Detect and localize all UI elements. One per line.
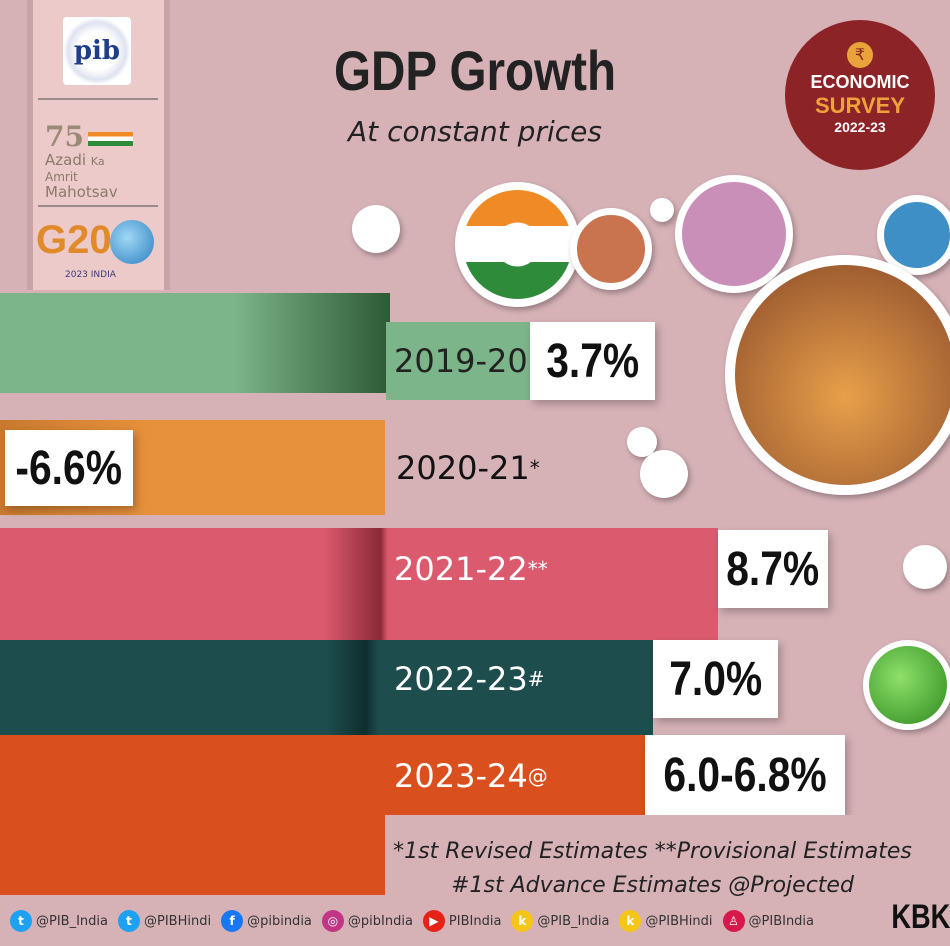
footnote-marker: # xyxy=(527,667,545,691)
social-link[interactable]: ◎ @pibIndia xyxy=(321,910,413,932)
year-label: 2021-22 ** xyxy=(386,530,548,608)
logo-text: Azadi xyxy=(45,151,87,169)
badge-line: SURVEY xyxy=(814,93,906,118)
footnote-line: *1st Revised Estimates **Provisional Est… xyxy=(393,839,912,864)
value-label: -6.6% xyxy=(5,430,133,506)
logo-text: Ka xyxy=(90,155,105,168)
social-handle: @PIB_India xyxy=(36,913,108,929)
bar-2021-22 xyxy=(0,528,718,640)
footnote-background xyxy=(385,815,950,900)
year-text: 2020-21 xyxy=(396,449,530,487)
twitter-icon: t xyxy=(10,910,32,932)
india-flag-bubble xyxy=(455,182,580,307)
instagram-icon: ◎ xyxy=(321,910,344,932)
year-text: 2022-23 xyxy=(394,660,528,698)
bar-2019-20 xyxy=(0,293,390,393)
year-text: 2021-22 xyxy=(394,550,528,588)
footnote-line: #1st Advance Estimates @Projected xyxy=(451,873,854,898)
azadi-ka-amrit-mahotsav-logo: 75 Azadi Ka Amrit Mahotsav xyxy=(45,120,155,200)
divider xyxy=(38,205,158,207)
logo-text: Amrit xyxy=(45,170,78,184)
g20-logo: G20 xyxy=(36,218,112,262)
globe-icon xyxy=(110,220,154,264)
bubble xyxy=(570,208,652,290)
youtube-icon: ▶ xyxy=(422,910,445,932)
bubble xyxy=(640,450,688,498)
koo-icon: k xyxy=(511,910,534,932)
year-text: 2023-24 xyxy=(394,757,528,795)
sharechat-icon: ♙ xyxy=(722,910,745,932)
value-label: 6.0-6.8% xyxy=(645,735,845,815)
social-link[interactable]: ♙ @PIBIndia xyxy=(722,910,815,932)
infrastructure-map-bubble xyxy=(725,255,950,495)
footnote-marker: * xyxy=(529,456,540,480)
pib-logo: pib xyxy=(63,17,131,85)
page-title: GDP Growth xyxy=(333,39,617,102)
year-text: 2019-20 xyxy=(394,342,528,380)
credit: KBK xyxy=(891,898,950,936)
social-footer: t @PIB_India t @PIBHindi f @pibindia ◎ @pibIndi… xyxy=(10,903,814,939)
year-label: 2019-20 xyxy=(386,322,531,400)
social-handle: @PIBIndia xyxy=(748,913,815,929)
social-link[interactable]: k @PIB_India xyxy=(511,910,609,932)
value-label: 8.7% xyxy=(718,530,828,608)
year-label: 2022-23 # xyxy=(386,640,544,718)
footnote-marker: @ xyxy=(527,764,548,788)
social-handle: @PIB_India xyxy=(537,913,610,929)
economic-survey-badge: ₹ ECONOMIC SURVEY 2022-23 xyxy=(785,20,935,170)
page-subtitle: At constant prices xyxy=(348,115,602,148)
bubble xyxy=(650,198,674,222)
social-link[interactable]: k @PIBHindi xyxy=(619,910,713,932)
value-label: 7.0% xyxy=(653,640,778,718)
social-link[interactable]: f @pibindia xyxy=(221,910,312,932)
footnotes: *1st Revised Estimates **Provisional Est… xyxy=(380,835,925,903)
social-link[interactable]: t @PIB_India xyxy=(10,910,108,932)
social-link[interactable]: t @PIBHindi xyxy=(118,910,211,932)
bubble xyxy=(903,545,947,589)
value-label: 3.7% xyxy=(530,322,655,400)
badge-line: ECONOMIC xyxy=(810,72,910,92)
social-handle: PIBIndia xyxy=(448,913,502,929)
g20-subtext: 2023 INDIA xyxy=(65,270,116,280)
koo-icon: k xyxy=(619,910,642,932)
badge-line: 2022-23 xyxy=(834,119,886,135)
rupee-icon: ₹ xyxy=(847,42,873,68)
twitter-icon: t xyxy=(118,910,140,932)
bubble xyxy=(877,195,950,275)
social-handle: @PIBHindi xyxy=(144,913,212,929)
bar-2022-23 xyxy=(0,640,653,745)
social-handle: @pibindia xyxy=(247,913,312,929)
social-handle: @PIBHindi xyxy=(645,913,713,929)
bubble xyxy=(863,640,950,730)
bubble xyxy=(352,205,400,253)
footnote-marker: ** xyxy=(527,557,548,581)
facebook-icon: f xyxy=(221,910,244,932)
year-label: 2020-21 * xyxy=(388,430,540,506)
social-handle: @pibIndia xyxy=(347,913,413,929)
social-link[interactable]: ▶ PIBIndia xyxy=(422,910,502,932)
year-label: 2023-24 @ xyxy=(386,737,548,815)
logo-text: Mahotsav xyxy=(45,183,118,201)
currency-note-bubble xyxy=(675,175,793,293)
divider xyxy=(38,98,158,100)
